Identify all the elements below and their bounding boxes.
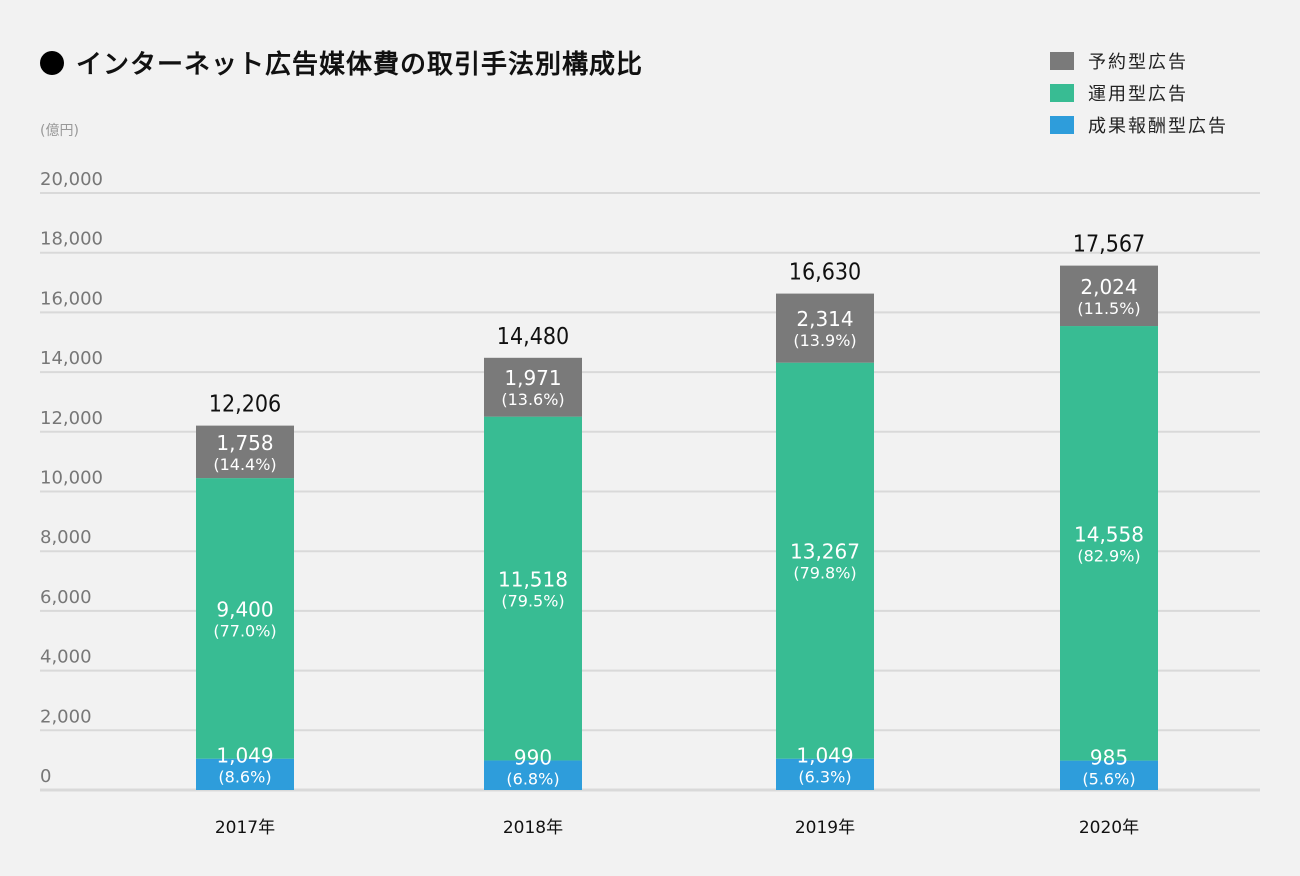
segment-value-label: 985 <box>1090 746 1128 770</box>
y-tick-label: 18,000 <box>40 229 103 250</box>
y-tick-label: 16,000 <box>40 288 103 309</box>
bar-total-label: 16,630 <box>789 260 861 286</box>
legend-swatch-reserved <box>1050 52 1074 70</box>
bar-segment-reserved <box>196 425 294 479</box>
bar-labels: 1,049(8.6%)9,400(77.0%)1,758(14.4%)12,20… <box>209 232 1145 789</box>
legend-swatch-programmatic <box>1050 84 1074 102</box>
y-tick-label: 10,000 <box>40 468 103 489</box>
segment-value-label: 1,971 <box>504 366 561 390</box>
segment-percent-label: (13.9%) <box>793 331 856 350</box>
y-tick-label: 12,000 <box>40 408 103 429</box>
legend-item-programmatic: 運用型広告 <box>1050 77 1228 109</box>
segment-value-label: 9,400 <box>216 597 273 621</box>
bar-segment-performance <box>196 758 294 790</box>
bars <box>196 265 1158 790</box>
y-tick-label: 4,000 <box>40 647 92 668</box>
bar-total-label: 12,206 <box>209 392 281 418</box>
x-tick-label: 2018年 <box>503 818 563 838</box>
segment-percent-label: (11.5%) <box>1077 299 1140 318</box>
chart-title-text: インターネット広告媒体費の取引手法別構成比 <box>76 50 644 80</box>
segment-value-label: 2,024 <box>1080 275 1137 299</box>
legend-item-reserved: 予約型広告 <box>1050 45 1228 77</box>
segment-percent-label: (79.5%) <box>501 592 564 611</box>
bullet-icon <box>40 50 64 75</box>
segment-percent-label: (77.0%) <box>213 621 276 640</box>
bar-segment-performance <box>484 760 582 790</box>
bar-segment-programmatic <box>484 416 582 761</box>
segment-value-label: 13,267 <box>790 540 860 564</box>
x-tick-label: 2017年 <box>215 818 275 838</box>
legend-swatch-performance <box>1050 116 1074 134</box>
legend-label-performance: 成果報酬型広告 <box>1088 116 1228 137</box>
segment-value-label: 11,518 <box>498 568 568 592</box>
segment-value-label: 2,314 <box>796 307 853 331</box>
unit-label: (億円) <box>40 123 79 139</box>
segment-value-label: 990 <box>514 745 552 769</box>
y-tick-label: 8,000 <box>40 527 92 548</box>
y-tick-label: 2,000 <box>40 706 92 727</box>
y-tick-label: 0 <box>40 766 51 787</box>
bar-segment-reserved <box>776 293 874 363</box>
segment-percent-label: (14.4%) <box>213 455 276 474</box>
segment-value-label: 1,758 <box>216 431 273 455</box>
legend-item-performance: 成果報酬型広告 <box>1050 109 1228 141</box>
segment-percent-label: (6.8%) <box>506 769 559 788</box>
segment-percent-label: (79.8%) <box>793 564 856 583</box>
y-tick-label: 6,000 <box>40 587 92 608</box>
segment-percent-label: (13.6%) <box>501 390 564 409</box>
bar-total-label: 17,567 <box>1073 232 1145 258</box>
bar-segment-programmatic <box>776 362 874 759</box>
y-tick-label: 20,000 <box>40 169 103 190</box>
segment-percent-label: (82.9%) <box>1077 546 1140 565</box>
segment-percent-label: (8.6%) <box>218 768 271 787</box>
bar-segment-performance <box>776 758 874 790</box>
segment-percent-label: (5.6%) <box>1082 770 1135 789</box>
x-tick-label: 2019年 <box>795 818 855 838</box>
legend-label-reserved: 予約型広告 <box>1088 52 1188 73</box>
legend: 予約型広告 運用型広告 成果報酬型広告 <box>1050 45 1228 141</box>
y-tick-label: 14,000 <box>40 348 103 369</box>
y-axis-ticks: 0 2,000 4,000 6,000 8,000 10,000 12,000 14,000 1… <box>40 169 103 787</box>
segment-value-label: 1,049 <box>796 744 853 768</box>
bar-segment-programmatic <box>1060 326 1158 761</box>
x-axis-ticks: 2017年 2018年 2019年 2020年 <box>215 818 1139 838</box>
chart-title: インターネット広告媒体費の取引手法別構成比 <box>40 44 643 81</box>
segment-percent-label: (6.3%) <box>798 768 851 787</box>
bar-segment-performance <box>1060 760 1158 790</box>
x-tick-label: 2020年 <box>1079 818 1139 838</box>
bar-segment-reserved <box>484 357 582 417</box>
bar-segment-reserved <box>1060 265 1158 327</box>
bar-segment-programmatic <box>196 478 294 759</box>
legend-label-programmatic: 運用型広告 <box>1088 84 1188 105</box>
segment-value-label: 14,558 <box>1074 522 1144 546</box>
segment-value-label: 1,049 <box>216 744 273 768</box>
bar-total-label: 14,480 <box>497 324 569 350</box>
